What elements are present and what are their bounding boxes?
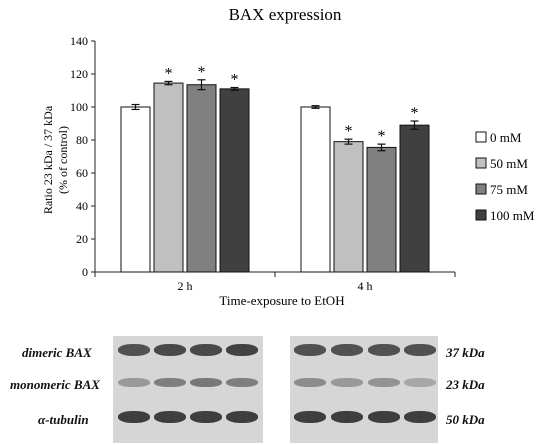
x-axis-title: Time-exposure to EtOH bbox=[219, 293, 344, 308]
blot-label-monomeric-bax: monomeric BAX bbox=[10, 377, 100, 392]
bar bbox=[333, 141, 364, 273]
bar bbox=[366, 146, 397, 273]
y-tick-label: 100 bbox=[70, 100, 88, 114]
bar bbox=[300, 106, 331, 273]
blot-band bbox=[118, 378, 150, 387]
blot-label-alpha-tubulin: α-tubulin bbox=[38, 412, 89, 427]
y-tick-label: 140 bbox=[70, 34, 88, 48]
legend-label: 50 mM bbox=[490, 156, 528, 171]
y-tick-label: 0 bbox=[82, 265, 88, 279]
blot-band bbox=[368, 378, 400, 387]
y-axis-title: Ratio 23 kDa / 37 kDa (% of control) bbox=[41, 105, 70, 214]
blot-band bbox=[368, 411, 400, 423]
x-tick-label: 2 h bbox=[178, 279, 193, 293]
significance-marker: * bbox=[411, 105, 419, 122]
chart-title: BAX expression bbox=[229, 5, 342, 24]
blot-band bbox=[190, 411, 222, 423]
blot-label-dimeric-bax: dimeric BAX bbox=[22, 345, 92, 360]
bar bbox=[219, 88, 250, 273]
bar bbox=[186, 84, 217, 273]
y-axis-title-line-2: (% of control) bbox=[56, 126, 70, 194]
blot-band bbox=[294, 411, 326, 423]
significance-marker: * bbox=[378, 128, 386, 145]
blot-band bbox=[331, 344, 363, 356]
blot-band bbox=[118, 344, 150, 356]
bar bbox=[120, 106, 151, 273]
x-tick-label: 4 h bbox=[358, 279, 373, 293]
blot-band bbox=[154, 378, 186, 387]
y-tick-label: 20 bbox=[76, 232, 88, 246]
y-tick-label: 80 bbox=[76, 133, 88, 147]
legend: 0 mM 50 mM 75 mM 100 mM bbox=[475, 130, 535, 223]
significance-marker: * bbox=[345, 123, 353, 140]
significance-marker: * bbox=[198, 64, 206, 81]
legend-swatch bbox=[475, 131, 487, 143]
plot-area: 0 20 40 60 80 100 120 140 * * * 2 h * * * 4 h bbox=[70, 34, 456, 293]
blot-band bbox=[154, 411, 186, 423]
significance-marker: * bbox=[165, 65, 173, 82]
blot-band bbox=[226, 378, 258, 387]
blot-band bbox=[154, 344, 186, 356]
blot-band bbox=[404, 344, 436, 356]
blot-band bbox=[294, 344, 326, 356]
blot-band bbox=[404, 411, 436, 423]
blot-band bbox=[190, 378, 222, 387]
bax-bar-chart: BAX expression Ratio 23 kDa / 37 kDa (% … bbox=[41, 5, 535, 308]
significance-marker: * bbox=[231, 72, 239, 89]
y-tick-label: 60 bbox=[76, 166, 88, 180]
legend-label: 75 mM bbox=[490, 182, 528, 197]
blot-band bbox=[190, 344, 222, 356]
legend-swatch bbox=[475, 209, 487, 221]
blot-band bbox=[226, 344, 258, 356]
legend-swatch bbox=[475, 183, 487, 195]
legend-label: 100 mM bbox=[490, 208, 535, 223]
bar bbox=[399, 124, 430, 273]
blot-band bbox=[331, 378, 363, 387]
y-axis-title-line-1: Ratio 23 kDa / 37 kDa bbox=[41, 105, 55, 214]
blot-weight-37kda: 37 kDa bbox=[446, 345, 485, 360]
blot-band bbox=[368, 344, 400, 356]
blot-band bbox=[118, 411, 150, 423]
y-tick-label: 120 bbox=[70, 67, 88, 81]
y-tick-label: 40 bbox=[76, 199, 88, 213]
blot-band bbox=[404, 378, 436, 387]
blot-weight-23kda: 23 kDa bbox=[446, 377, 485, 392]
blot-band bbox=[294, 378, 326, 387]
bar bbox=[153, 82, 184, 273]
legend-label: 0 mM bbox=[490, 130, 522, 145]
blot-band bbox=[331, 411, 363, 423]
blot-weight-50kda: 50 kDa bbox=[446, 412, 485, 427]
blot-band bbox=[226, 411, 258, 423]
western-blot: dimeric BAX monomeric BAX α-tubulin 37 k… bbox=[0, 326, 550, 445]
legend-swatch bbox=[475, 157, 487, 169]
